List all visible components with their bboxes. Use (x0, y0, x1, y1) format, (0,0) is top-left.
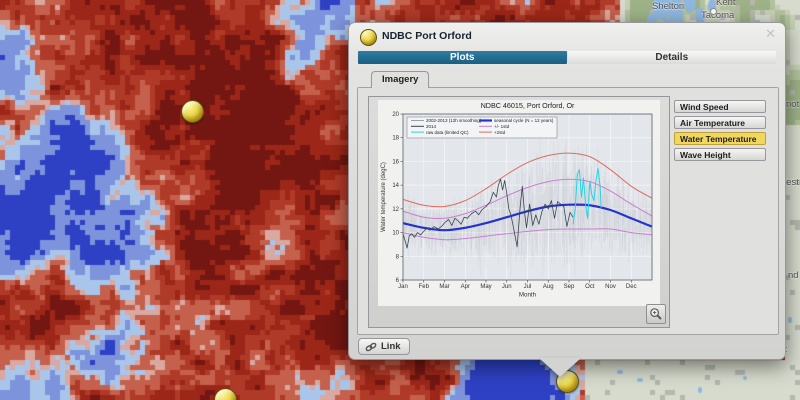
svg-text:Oct: Oct (585, 284, 595, 290)
svg-text:10: 10 (392, 231, 399, 237)
popup-ndbc-port-orford: NDBC Port Orford ✕ Plots Details Imagery… (348, 22, 786, 377)
svg-text:2014: 2014 (426, 124, 437, 129)
svg-text:Nov: Nov (605, 284, 616, 290)
water-temperature-chart: Jan Feb Mar Apr May Jun Jul Aug Sep Oct Nov Dec 6 8 10… (378, 100, 660, 306)
tab-bar: Plots Details (358, 51, 776, 64)
town-dot (710, 8, 717, 15)
option-water-temperature[interactable]: Water Temperature (674, 132, 766, 145)
map-label-nd: nd (788, 270, 799, 281)
popup-title: NDBC Port Orford (382, 30, 472, 42)
option-wind-speed[interactable]: Wind Speed (674, 100, 766, 113)
plot-variable-options: Wind Speed Air Temperature Water Temperatu… (674, 100, 766, 164)
svg-text:raw data (limited QC): raw data (limited QC) (426, 130, 469, 135)
svg-text:Jun: Jun (502, 284, 512, 290)
zoom-button[interactable] (646, 304, 666, 324)
svg-text:Aug: Aug (543, 284, 554, 290)
option-wave-height[interactable]: Wave Height (674, 148, 766, 161)
svg-text:May: May (480, 284, 491, 290)
option-air-temperature[interactable]: Air Temperature (674, 116, 766, 129)
svg-text:+/- 1std: +/- 1std (494, 124, 510, 129)
svg-text:Month: Month (519, 292, 537, 299)
link-button-label: Link (381, 341, 401, 352)
close-icon[interactable]: ✕ (765, 26, 776, 41)
svg-text:seasonal cycle (N = 12 years): seasonal cycle (N = 12 years) (494, 118, 554, 123)
svg-text:16: 16 (392, 159, 399, 165)
tab-plots[interactable]: Plots (358, 51, 567, 64)
popup-tail (539, 358, 581, 377)
link-button[interactable]: Link (358, 338, 410, 355)
chain-link-icon (365, 342, 377, 351)
svg-text:Mar: Mar (439, 284, 449, 290)
magnifier-icon (650, 308, 662, 320)
plots-panel: Jan Feb Mar Apr May Jun Jul Aug Sep Oct Nov Dec 6 8 10… (357, 87, 779, 335)
tab-details[interactable]: Details (567, 51, 776, 64)
svg-text:2002-2013 (12h smoothing): 2002-2013 (12h smoothing) (426, 118, 482, 123)
svg-text:Feb: Feb (419, 284, 430, 290)
svg-text:Water temperature (degC): Water temperature (degC) (381, 162, 387, 232)
svg-text:12: 12 (392, 207, 399, 213)
svg-text:8: 8 (396, 254, 400, 260)
svg-text:Jan: Jan (398, 284, 408, 290)
svg-text:+2std: +2std (494, 130, 506, 135)
tab-imagery[interactable]: Imagery (371, 71, 430, 88)
svg-text:Sep: Sep (564, 284, 575, 290)
buoy-marker-1[interactable] (180, 99, 204, 123)
svg-text:Apr: Apr (461, 284, 470, 290)
imagery-box: Jan Feb Mar Apr May Jun Jul Aug Sep Oct Nov Dec 6 8 10… (368, 96, 670, 328)
svg-text:14: 14 (392, 183, 399, 189)
buoy-icon (360, 29, 377, 46)
svg-text:Dec: Dec (626, 284, 637, 290)
svg-text:NDBC 46015, Port Orford, Or: NDBC 46015, Port Orford, Or (481, 101, 575, 110)
map-label-kent: Kent (716, 0, 736, 8)
svg-text:18: 18 (392, 136, 399, 142)
map-label-rest: rest (783, 177, 799, 188)
svg-text:20: 20 (392, 112, 399, 118)
map-label-tacoma: Tacoma (701, 10, 735, 21)
map-label-shelton: Shelton (652, 1, 685, 12)
svg-text:6: 6 (396, 278, 400, 284)
svg-text:Jul: Jul (524, 284, 532, 290)
map-label-not: not (786, 99, 800, 110)
